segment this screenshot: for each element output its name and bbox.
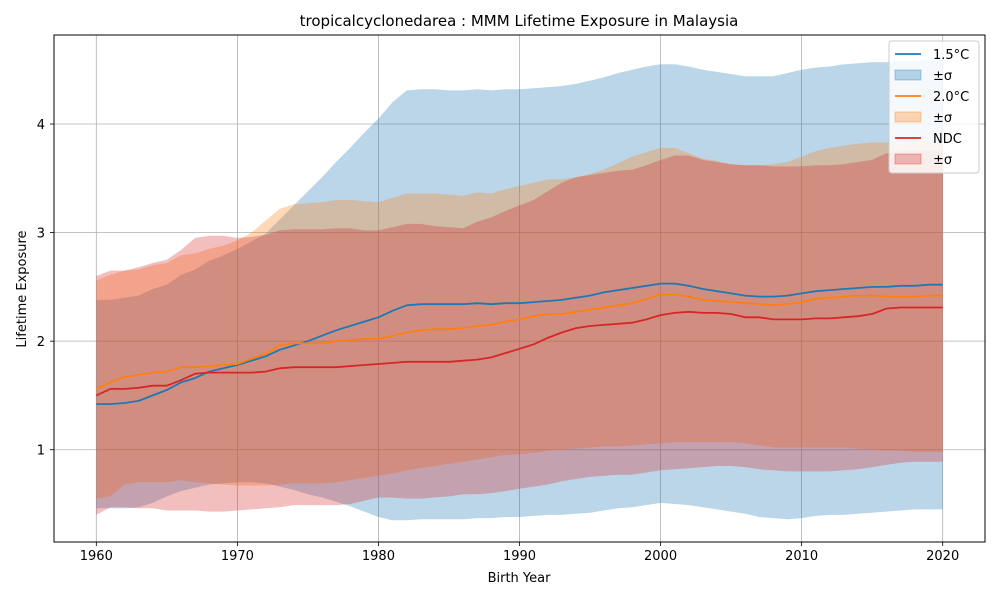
x-tick-label: 1960 (80, 549, 113, 564)
x-tick-label: 1980 (362, 549, 395, 564)
bands (96, 60, 943, 521)
legend-label: 2.0°C (933, 90, 969, 105)
line-1-5-c (96, 282, 943, 406)
band-ndc (96, 151, 943, 515)
legend-band-swatch (894, 153, 922, 165)
ticks: 1960 1970 1980 1990 2000 2010 2020 1 2 3 4 (37, 118, 960, 564)
y-tick-label: 1 (37, 444, 45, 459)
legend-label: ±σ (933, 111, 952, 126)
legend-label: ±σ (933, 69, 952, 84)
line-ndc (95, 306, 943, 397)
legend: 1.5°C ±σ 2.0°C ±σ NDC ±σ (888, 40, 980, 174)
grid (54, 35, 985, 542)
y-axis-label: Lifetime Exposure (15, 230, 30, 347)
line-2-0-c (95, 293, 943, 390)
legend-box (888, 40, 980, 174)
x-axis-label: Birth Year (488, 571, 552, 586)
legend-label: 1.5°C (933, 48, 969, 63)
band-1-5-c (96, 60, 943, 521)
x-tick-label: 1970 (221, 549, 254, 564)
series-lines (95, 282, 943, 406)
y-tick-label: 3 (37, 227, 45, 242)
y-tick-label: 4 (37, 118, 45, 133)
x-tick-label: 2010 (785, 549, 818, 564)
legend-band-swatch (894, 111, 922, 123)
legend-label: ±σ (933, 153, 952, 168)
y-tick-label: 2 (37, 335, 45, 350)
legend-label: NDC (933, 132, 962, 147)
legend-band-swatch (894, 69, 922, 81)
x-tick-label: 1990 (503, 549, 536, 564)
x-tick-label: 2020 (926, 549, 959, 564)
x-tick-label: 2000 (644, 549, 677, 564)
chart-title: tropicalcyclonedarea : MMM Lifetime Expo… (300, 12, 739, 30)
